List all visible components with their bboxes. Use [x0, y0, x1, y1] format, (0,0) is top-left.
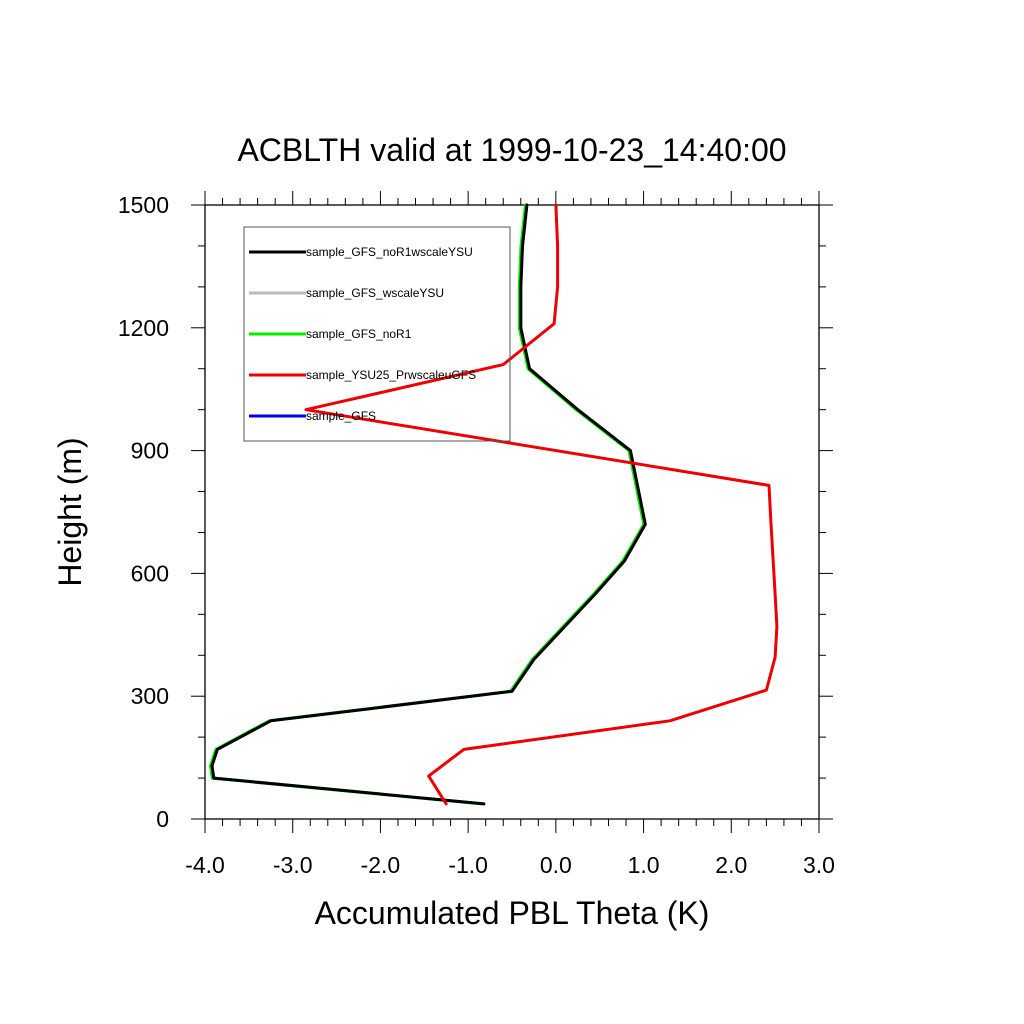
x-tick-label: 0.0 — [540, 852, 572, 878]
axis-ticks — [191, 191, 833, 833]
y-tick-label: 1500 — [118, 192, 169, 218]
x-tick-label: 1.0 — [628, 852, 660, 878]
x-tick-label: 2.0 — [715, 852, 747, 878]
y-tick-label: 900 — [131, 438, 169, 464]
legend-label: sample_GFS — [306, 409, 376, 423]
x-tick-label: -1.0 — [448, 852, 488, 878]
chart-title: ACBLTH valid at 1999-10-23_14:40:00 — [237, 132, 786, 168]
series-line-sample_YSU25_PrwscaleuGFS — [304, 203, 779, 806]
y-tick-label: 0 — [156, 806, 169, 832]
x-tick-label: -2.0 — [361, 852, 401, 878]
y-tick-label: 300 — [131, 683, 169, 709]
x-tick-label: -4.0 — [185, 852, 225, 878]
series-lines — [209, 203, 779, 806]
x-tick-labels: -4.0 -3.0 -2.0 -1.0 0.0 1.0 2.0 3.0 — [185, 852, 835, 878]
x-tick-label: 3.0 — [803, 852, 835, 878]
y-axis-title: Height (m) — [52, 437, 88, 586]
y-tick-labels: 0 300 600 900 1200 1500 — [118, 192, 169, 832]
legend-label: sample_GFS_noR1 — [306, 327, 412, 341]
y-tick-label: 600 — [131, 560, 169, 586]
legend-label: sample_GFS_noR1wscaleYSU — [306, 245, 473, 259]
plot-border — [204, 204, 820, 820]
legend-box — [243, 226, 511, 442]
legend-label: sample_GFS_wscaleYSU — [306, 286, 444, 300]
legend-label: sample_YSU25_PrwscaleuGFS — [306, 368, 476, 382]
series-line-sample_GFS_noR1wscaleYSU — [210, 203, 647, 806]
plot-frame — [204, 204, 820, 820]
x-axis-title: Accumulated PBL Theta (K) — [315, 895, 710, 931]
y-tick-label: 1200 — [118, 315, 169, 341]
x-tick-label: -3.0 — [273, 852, 313, 878]
legend: sample_GFS_noR1wscaleYSU sample_GFS_wscal… — [243, 226, 511, 442]
